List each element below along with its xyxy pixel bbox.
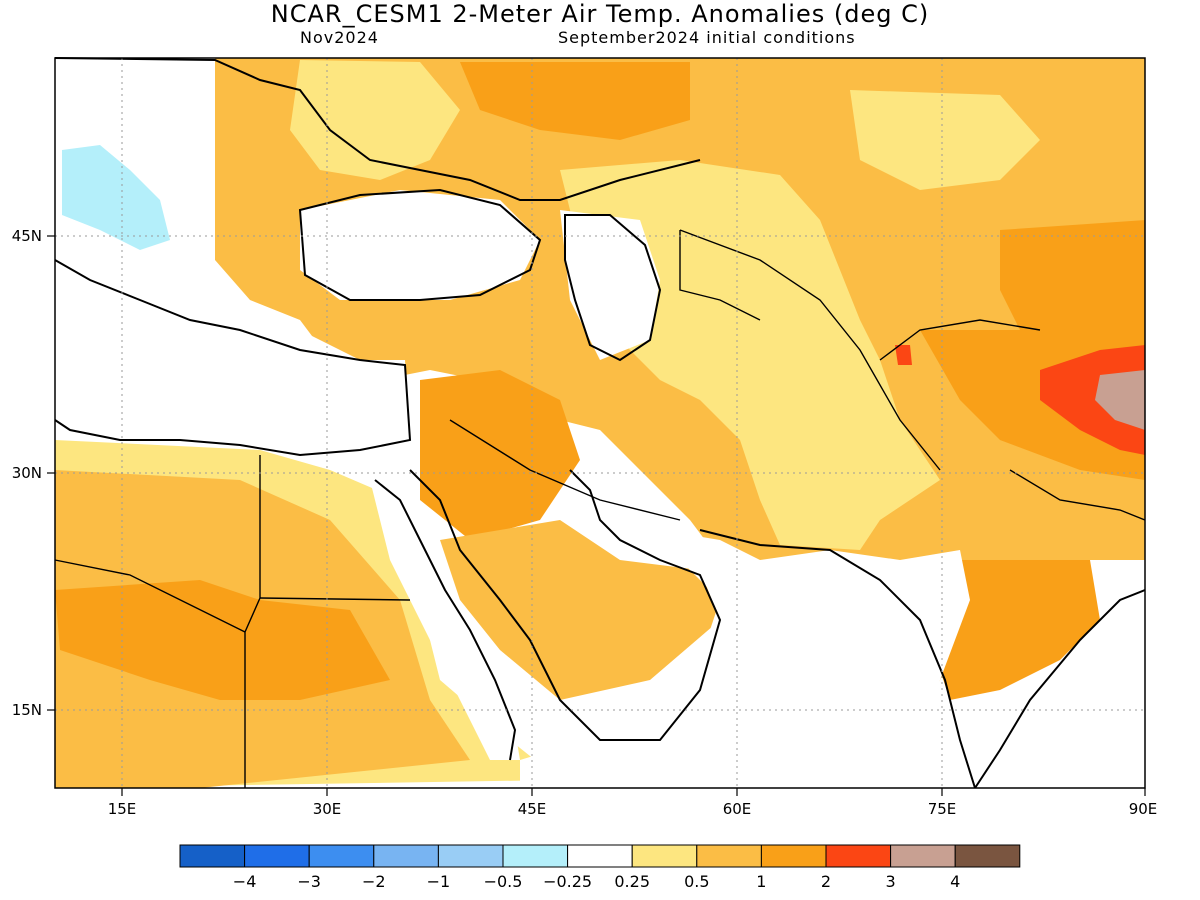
lat-tick-labels: 45N 30N 15N	[12, 227, 42, 719]
colorbar-swatch	[890, 844, 956, 868]
colorbar-swatch	[567, 844, 633, 868]
map-panel: 15E 30E 45E 60E 75E 90E 45N 30N 15N	[12, 57, 1158, 818]
colorbar-swatch	[631, 844, 698, 868]
colorbar-swatch	[308, 844, 375, 868]
colorbar-swatch	[502, 844, 569, 868]
country-borders	[54, 229, 1146, 788]
colorbar-label: −0.5	[484, 872, 523, 891]
shade-pink-tibet	[1095, 370, 1145, 430]
colorbar-label: 2	[821, 872, 831, 891]
shade-light-yellow-central	[560, 160, 940, 550]
shade-white-caspian	[560, 210, 660, 360]
shade-white-mediterranean	[55, 260, 410, 450]
lon-tick-75e: 75E	[928, 800, 957, 818]
init-conditions-label: September2024 initial conditions	[558, 28, 856, 47]
colorbar-label: −0.25	[543, 872, 592, 891]
colorbar-swatch	[373, 844, 439, 868]
tick-marks	[47, 235, 1146, 796]
colorbar-label: 4	[950, 872, 960, 891]
anomaly-shading	[55, 58, 1145, 788]
shade-light-blue-europe	[62, 145, 170, 250]
shade-red-pamir	[895, 345, 912, 365]
shade-light-yellow-north	[290, 60, 460, 180]
lat-tick-45n: 45N	[12, 227, 42, 245]
lat-tick-30n: 30N	[12, 464, 42, 482]
shade-white-red-sea	[370, 480, 520, 760]
shade-light-orange-arabia-south	[440, 520, 720, 700]
colorbar-label: 3	[886, 872, 896, 891]
shade-red-tibet	[1040, 345, 1145, 455]
colorbar-swatch	[437, 844, 504, 868]
colorbar-label: 0.5	[684, 872, 709, 891]
lon-tick-45e: 45E	[518, 800, 547, 818]
coastlines	[54, 57, 1146, 789]
colorbar-label: −3	[297, 872, 321, 891]
valid-month-label: Nov2024	[300, 28, 379, 47]
colorbar-swatch	[244, 844, 310, 868]
colorbar: −4 −3 −2 −1 −0.5 −0.25 0.25 0.5 1 2 3 4	[179, 844, 1021, 891]
colorbar-label: −1	[427, 872, 451, 891]
lon-tick-labels: 15E 30E 45E 60E 75E 90E	[108, 800, 1158, 818]
shade-orange-africa	[55, 580, 390, 700]
colorbar-swatch	[696, 844, 762, 868]
map-frame	[54, 57, 1146, 789]
lon-tick-15e: 15E	[108, 800, 137, 818]
colorbar-label: 1	[756, 872, 766, 891]
shade-orange-india	[930, 560, 1100, 700]
lon-tick-60e: 60E	[723, 800, 752, 818]
shade-orange-arabia	[420, 370, 580, 540]
shade-light-yellow-east	[850, 90, 1040, 190]
shade-orange-north	[460, 62, 690, 140]
colorbar-swatch	[179, 844, 246, 868]
colorbar-label: −4	[233, 872, 257, 891]
gridlines	[55, 58, 1145, 788]
shade-white-black-sea	[300, 190, 540, 300]
colorbar-swatch	[954, 844, 1021, 868]
colorbar-label: 0.25	[614, 872, 650, 891]
lon-tick-30e: 30E	[313, 800, 342, 818]
colorbar-swatch	[760, 844, 827, 868]
lon-tick-90e: 90E	[1129, 800, 1158, 818]
colorbar-label: −2	[362, 872, 386, 891]
chart-title: NCAR_CESM1 2-Meter Air Temp. Anomalies (…	[270, 0, 930, 28]
shade-white-arabian-sea	[520, 520, 970, 788]
colorbar-swatch	[825, 844, 892, 868]
lat-tick-15n: 15N	[12, 701, 42, 719]
